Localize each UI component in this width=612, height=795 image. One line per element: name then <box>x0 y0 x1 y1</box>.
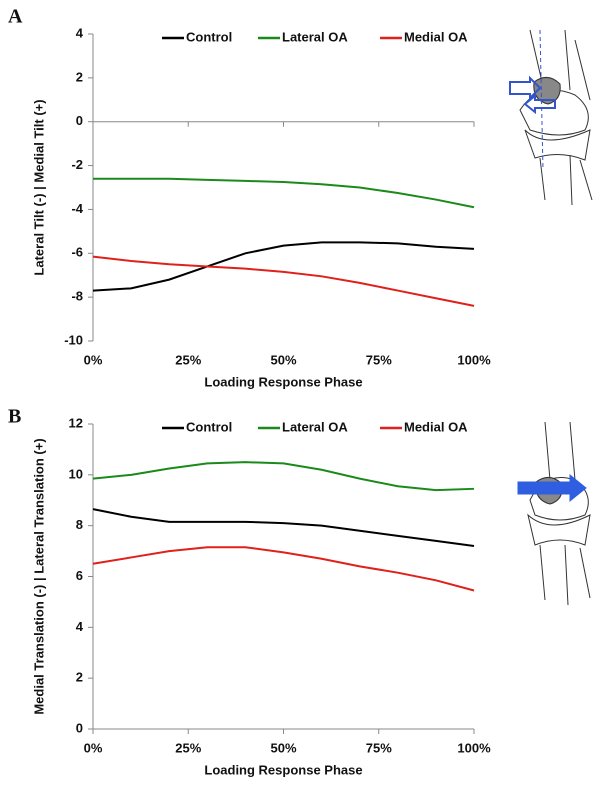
x-tick-label: 75% <box>366 740 392 755</box>
y-tick-label: 4 <box>76 619 84 634</box>
series-line <box>92 546 475 592</box>
y-tick-label: 2 <box>76 69 83 84</box>
series-line <box>92 241 475 292</box>
series-line <box>92 255 475 307</box>
x-tick-label: 100% <box>457 352 491 367</box>
x-axis-label: Loading Response Phase <box>204 762 362 777</box>
x-tick-label: 25% <box>175 352 201 367</box>
x-tick-label: 25% <box>175 740 201 755</box>
y-tick-label: 10 <box>69 466 83 481</box>
y-tick-label: -2 <box>71 157 83 172</box>
y-axis-label: Lateral Tilt (-) | Medial Tilt (+) <box>31 99 46 275</box>
y-tick-label: 12 <box>69 415 83 430</box>
x-tick-label: 75% <box>366 352 392 367</box>
legend-label: Control <box>186 29 232 44</box>
y-tick-label: -4 <box>71 201 83 216</box>
x-tick-label: 0% <box>84 740 103 755</box>
legend-label: Lateral OA <box>282 419 348 434</box>
y-tick-label: -6 <box>71 245 83 260</box>
panel-label: B <box>8 406 21 428</box>
series-line <box>92 461 475 492</box>
x-tick-label: 100% <box>457 740 491 755</box>
y-tick-label: -8 <box>71 289 83 304</box>
knee-illustration-a <box>509 29 593 206</box>
legend-label: Lateral OA <box>282 29 348 44</box>
knee-illustration-b <box>517 421 591 606</box>
y-tick-label: 8 <box>76 517 83 532</box>
legend-label: Control <box>186 419 232 434</box>
y-tick-label: 0 <box>76 720 83 735</box>
series-line <box>92 508 475 547</box>
x-tick-label: 50% <box>270 352 296 367</box>
panel-label: A <box>8 6 23 28</box>
y-axis-label: Medial Translation (-) | Lateral Transla… <box>31 438 46 714</box>
x-tick-label: 0% <box>84 352 103 367</box>
x-axis-label: Loading Response Phase <box>204 374 362 389</box>
y-tick-label: 4 <box>76 25 84 40</box>
y-tick-label: 2 <box>76 670 83 685</box>
y-tick-label: 6 <box>76 568 83 583</box>
series-line <box>93 177 475 209</box>
x-tick-label: 50% <box>270 740 296 755</box>
legend-label: Medial OA <box>404 419 468 434</box>
y-tick-label: 0 <box>76 113 83 128</box>
y-tick-label: -10 <box>64 332 83 347</box>
legend-label: Medial OA <box>404 29 468 44</box>
